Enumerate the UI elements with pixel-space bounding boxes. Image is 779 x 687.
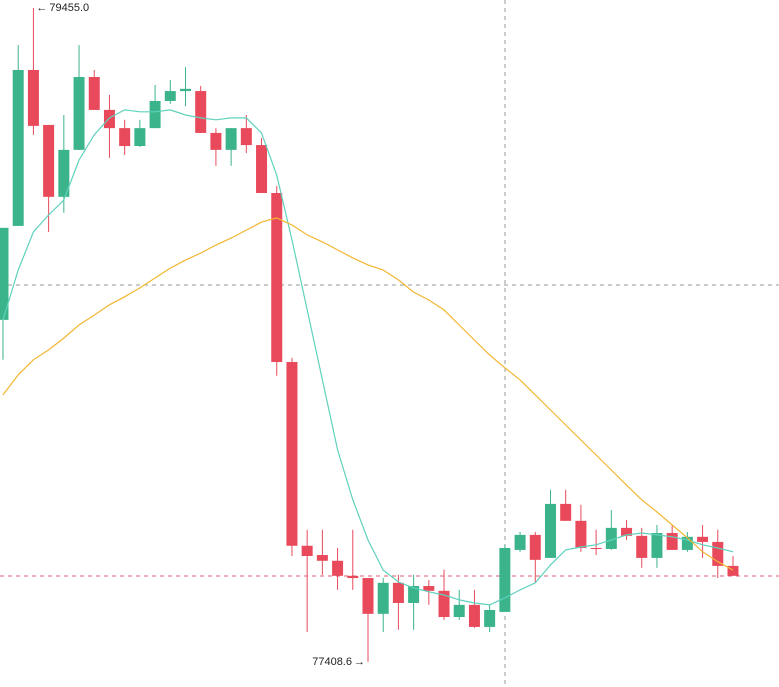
candle-body bbox=[12, 69, 24, 226]
candle-body bbox=[210, 132, 222, 150]
candle-body bbox=[529, 534, 541, 560]
candle-body bbox=[408, 586, 420, 603]
candle-body bbox=[575, 520, 587, 549]
candle-body bbox=[712, 541, 724, 566]
candle-body bbox=[27, 69, 39, 126]
candle-body bbox=[286, 362, 298, 546]
candle-body bbox=[484, 609, 496, 627]
candle-body bbox=[499, 548, 511, 612]
candle-body bbox=[468, 604, 480, 627]
candle-body bbox=[605, 527, 617, 549]
moving-average bbox=[2, 217, 734, 571]
candle-body bbox=[240, 128, 252, 146]
candle-body bbox=[88, 77, 100, 110]
candle-body bbox=[347, 575, 359, 579]
candle-body bbox=[332, 560, 344, 576]
candle-body bbox=[225, 128, 237, 150]
candle-body bbox=[43, 124, 55, 197]
candle-body bbox=[179, 88, 191, 92]
candle-body bbox=[621, 527, 633, 536]
candle-body bbox=[590, 548, 602, 550]
candle-body bbox=[438, 590, 450, 618]
candle-body bbox=[681, 536, 693, 550]
candle-body bbox=[727, 565, 739, 576]
candle-body bbox=[362, 578, 374, 614]
candle-body bbox=[636, 535, 648, 558]
candle-body bbox=[423, 586, 435, 591]
annotation-arrow: → bbox=[354, 656, 365, 668]
candle-body bbox=[73, 77, 85, 150]
candle-body bbox=[103, 109, 115, 129]
annotation-arrow: ← bbox=[36, 2, 47, 14]
candle-body bbox=[149, 100, 161, 129]
moving-average bbox=[2, 109, 734, 606]
candle-body bbox=[195, 91, 207, 133]
candle-body bbox=[0, 227, 9, 320]
candle-body bbox=[697, 536, 709, 542]
annotation-label: 77408.6 bbox=[312, 656, 352, 668]
candle-body bbox=[651, 532, 663, 558]
candle-body bbox=[119, 128, 131, 147]
candle-body bbox=[514, 534, 526, 550]
candle-body bbox=[58, 149, 70, 197]
annotation-label: 79455.0 bbox=[49, 2, 89, 14]
candle-body bbox=[134, 128, 146, 147]
candle-body bbox=[256, 145, 268, 193]
candle-body bbox=[164, 91, 176, 101]
candle-body bbox=[316, 555, 328, 561]
candle-body bbox=[301, 545, 313, 556]
candle-body bbox=[560, 503, 572, 521]
candle-body bbox=[377, 582, 389, 614]
candle-body bbox=[271, 192, 283, 363]
candle-body bbox=[392, 582, 404, 603]
candle-body bbox=[453, 604, 465, 618]
candle-body bbox=[666, 532, 678, 550]
candle-body bbox=[544, 503, 556, 558]
